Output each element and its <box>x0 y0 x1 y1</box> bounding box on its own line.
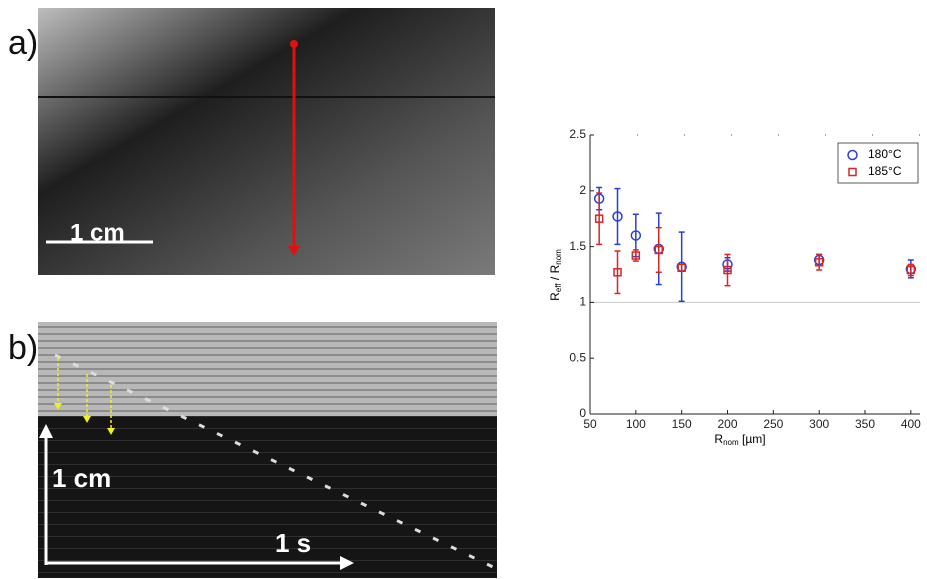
legend-marker <box>847 149 858 161</box>
y-tick-label: 2.5 <box>569 127 586 141</box>
trail <box>54 353 496 570</box>
y-tick-label: 0 <box>579 406 586 420</box>
scale-label: 1 s <box>275 528 311 558</box>
marker <box>630 230 642 241</box>
marker <box>814 257 824 267</box>
marker <box>594 214 604 223</box>
marker <box>906 265 916 275</box>
y-tick-label: 1 <box>579 295 586 309</box>
plot: 0 0.5 1 1.5 2 2.5 50 100 150 200 250 300 350 400 180°C… <box>569 127 921 431</box>
kymograph-top <box>38 322 497 416</box>
x-tick-label: 400 <box>901 417 921 431</box>
x-tick-label: 300 <box>809 417 829 431</box>
marker <box>612 211 623 222</box>
photo-a <box>38 8 495 275</box>
marker <box>723 265 732 275</box>
legend-label: 185°C <box>868 164 902 178</box>
red-arrow-start <box>290 40 298 48</box>
x-tick-label: 150 <box>672 417 692 431</box>
x-tick-label: 50 <box>583 417 597 431</box>
yellow-arrow-heads <box>54 403 115 435</box>
panel-label: b) <box>8 329 38 367</box>
kymograph-bottom <box>38 416 497 578</box>
x-tick-label: 350 <box>855 417 875 431</box>
y-axis-label: Reff / Rnom <box>548 249 563 301</box>
y-tick-label: 0.5 <box>569 350 586 364</box>
marker <box>631 251 641 260</box>
y-tick-label: 1.5 <box>569 239 586 253</box>
legend-box <box>837 142 919 184</box>
scale-label: 1 cm <box>70 219 125 246</box>
marker <box>654 245 663 255</box>
x-tick-label: 250 <box>763 417 783 431</box>
x-tick-label: 200 <box>717 417 737 431</box>
scale-label: 1 cm <box>52 463 111 493</box>
yellow-arrows <box>57 358 112 430</box>
panel-label: a) <box>8 24 38 62</box>
scale-arrow-y-head <box>39 424 53 438</box>
red-arrow-head <box>288 246 300 256</box>
x-axis-label: Rnom [µm] <box>714 432 765 447</box>
y-tick-label: 2 <box>579 183 586 197</box>
x-tick-label: 100 <box>626 417 646 431</box>
marker <box>677 263 686 273</box>
legend-marker <box>848 167 857 177</box>
marker <box>613 268 622 277</box>
scale-arrow-x-head <box>340 556 354 570</box>
legend-label: 180°C <box>868 147 902 161</box>
